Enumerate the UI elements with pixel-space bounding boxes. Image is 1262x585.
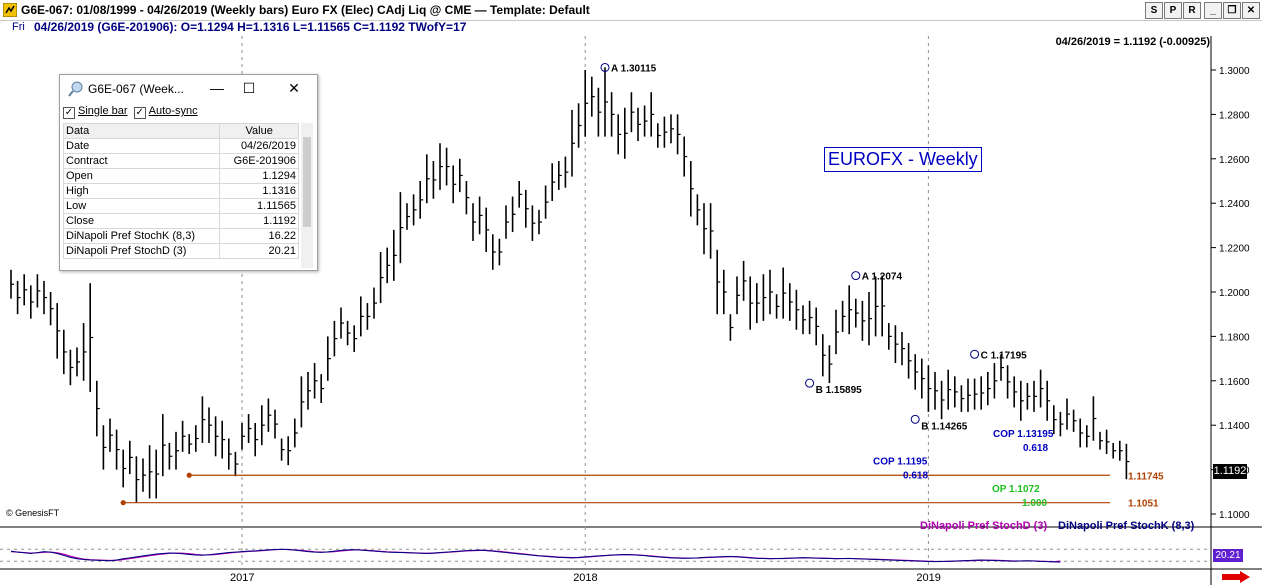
row-value: G6E-201906: [219, 153, 299, 169]
single-bar-label: Single bar: [78, 105, 128, 117]
scroll-right-arrow-icon[interactable]: [1222, 571, 1252, 583]
fib-ratio-label: 1.000: [1022, 498, 1047, 509]
data-window-options: ✓ Single bar ✓ Auto-sync: [63, 105, 198, 121]
title-bar: G6E-067: 01/08/1999 - 04/26/2019 (Weekly…: [0, 0, 1262, 21]
stochk-label: DiNapoli Pref StochK (8,3): [1058, 520, 1195, 532]
y-tick-label: 1.2200: [1219, 244, 1250, 255]
y-tick-label: 1.2600: [1219, 155, 1250, 166]
auto-sync-checkbox[interactable]: ✓: [133, 107, 146, 119]
fib-target-label: OP 1.1072: [992, 484, 1040, 495]
fib-target-label: COP 1.1195: [873, 457, 928, 468]
row-label: High: [62, 183, 221, 199]
row-value: 20.21: [219, 243, 299, 259]
level-label: 1.1051: [1128, 499, 1159, 510]
row-label: DiNapoli Pref StochK (8,3): [62, 228, 221, 244]
scroll-thumb[interactable]: [303, 137, 311, 227]
table-row: Low 1.11565: [62, 198, 299, 214]
restore-icon[interactable]: ❐: [1223, 2, 1241, 19]
y-tick-label: 1.2800: [1219, 110, 1250, 121]
swing-marker: [910, 414, 920, 424]
y-tick-label: 1.1600: [1219, 377, 1250, 388]
swing-marker: [970, 349, 980, 359]
swing-label: B 1.15895: [816, 385, 863, 396]
row-label: Low: [62, 198, 221, 214]
data-table: Data Value Date 04/26/2019 Contract G6E-20…: [62, 123, 299, 259]
last-price-tag: 1.1192: [1213, 464, 1247, 479]
window-title: G6E-067: 01/08/1999 - 04/26/2019 (Weekly…: [21, 3, 590, 17]
stoch-value-tag: 20.21: [1213, 549, 1243, 562]
table-row: Date 04/26/2019: [62, 138, 299, 154]
y-tick-label: 1.3000: [1219, 66, 1250, 77]
table-row: High 1.1316: [62, 183, 299, 199]
day-label: Fri: [12, 21, 25, 33]
data-window-titlebar[interactable]: G6E-067 (Week... — ☐ ✕: [60, 75, 317, 103]
row-value: 1.1192: [219, 213, 299, 229]
r-button[interactable]: R: [1183, 2, 1201, 19]
row-label: Date: [62, 138, 221, 154]
app-icon: [3, 3, 17, 17]
x-tick-label: 2019: [916, 572, 940, 584]
stochk-line: [10, 548, 1061, 563]
data-window-scrollbar[interactable]: [301, 123, 313, 268]
swing-label: C 1.17195: [981, 350, 1028, 361]
row-label: Open: [62, 168, 221, 184]
x-tick-label: 2018: [573, 572, 597, 584]
ohlc-readout: 04/26/2019 (G6E-201906): O=1.1294 H=1.13…: [34, 20, 467, 34]
row-label: Close: [62, 213, 221, 229]
y-tick-label: 1.2400: [1219, 199, 1250, 210]
price-chart[interactable]: 2017 2018 2019 1.3000 1.2800 1.2600 1.2400 1.22…: [0, 36, 1262, 585]
copyright-label: © GenesisFT: [6, 508, 60, 518]
fib-ratio-label: 0.618: [1023, 443, 1048, 454]
dw-minimize-icon[interactable]: —: [210, 80, 224, 96]
s-button[interactable]: S: [1145, 2, 1163, 19]
y-tick-label: 1.1800: [1219, 332, 1250, 343]
y-tick-label: 1.1400: [1219, 421, 1250, 432]
swing-label: A 1.30115: [611, 63, 657, 74]
close-icon[interactable]: ✕: [1242, 2, 1260, 19]
swing-label: B 1.14265: [921, 421, 968, 432]
table-row: Close 1.1192: [62, 213, 299, 229]
fib-ratio-label: 0.618: [903, 471, 928, 482]
row-value: 1.1316: [219, 183, 299, 199]
auto-sync-label: Auto-sync: [148, 105, 198, 117]
data-window-title: G6E-067 (Week...: [88, 82, 184, 96]
row-value: 16.22: [219, 228, 299, 244]
header-data: Data: [62, 123, 221, 139]
level-label: 1.11745: [1128, 471, 1164, 482]
header-value: Value: [219, 123, 299, 139]
minimize-icon[interactable]: _: [1204, 2, 1222, 19]
x-tick-label: 2017: [230, 572, 254, 584]
swing-marker: [805, 378, 815, 388]
bar-info-line: Fri 04/26/2019 (G6E-201906): O=1.1294 H=…: [0, 20, 1262, 36]
data-window[interactable]: G6E-067 (Week... — ☐ ✕ ✓ Single bar ✓ Auto…: [59, 74, 318, 271]
row-value: 1.11565: [219, 198, 299, 214]
dw-maximize-icon[interactable]: ☐: [242, 80, 256, 96]
row-label: Contract: [62, 153, 221, 169]
stochd-label: DiNapoli Pref StochD (3): [920, 520, 1048, 532]
swing-marker: [600, 62, 610, 72]
swing-marker: [851, 271, 861, 281]
swing-label: A 1.2074: [862, 272, 903, 283]
row-label: DiNapoli Pref StochD (3): [62, 243, 221, 259]
y-tick-label: 1.2000: [1219, 288, 1250, 299]
chart-title: EUROFX - Weekly: [824, 147, 982, 172]
row-value: 04/26/2019: [219, 138, 299, 154]
dw-close-icon[interactable]: ✕: [288, 80, 300, 96]
table-row: Open 1.1294: [62, 168, 299, 184]
single-bar-checkbox[interactable]: ✓: [63, 107, 75, 119]
p-button[interactable]: P: [1164, 2, 1182, 19]
table-row: DiNapoli Pref StochD (3) 20.21: [62, 243, 299, 259]
table-row: Contract G6E-201906: [62, 153, 299, 169]
table-row: DiNapoli Pref StochK (8,3) 16.22: [62, 228, 299, 244]
row-value: 1.1294: [219, 168, 299, 184]
fib-target-label: COP 1.13195: [993, 429, 1054, 440]
magnifier-icon: [68, 81, 83, 97]
last-close-readout: 04/26/2019 = 1.1192 (-0.00925): [1055, 36, 1210, 48]
level-anchor-dot: [186, 472, 192, 478]
y-tick-label: 1.1000: [1219, 510, 1250, 521]
level-anchor-dot: [120, 500, 126, 506]
